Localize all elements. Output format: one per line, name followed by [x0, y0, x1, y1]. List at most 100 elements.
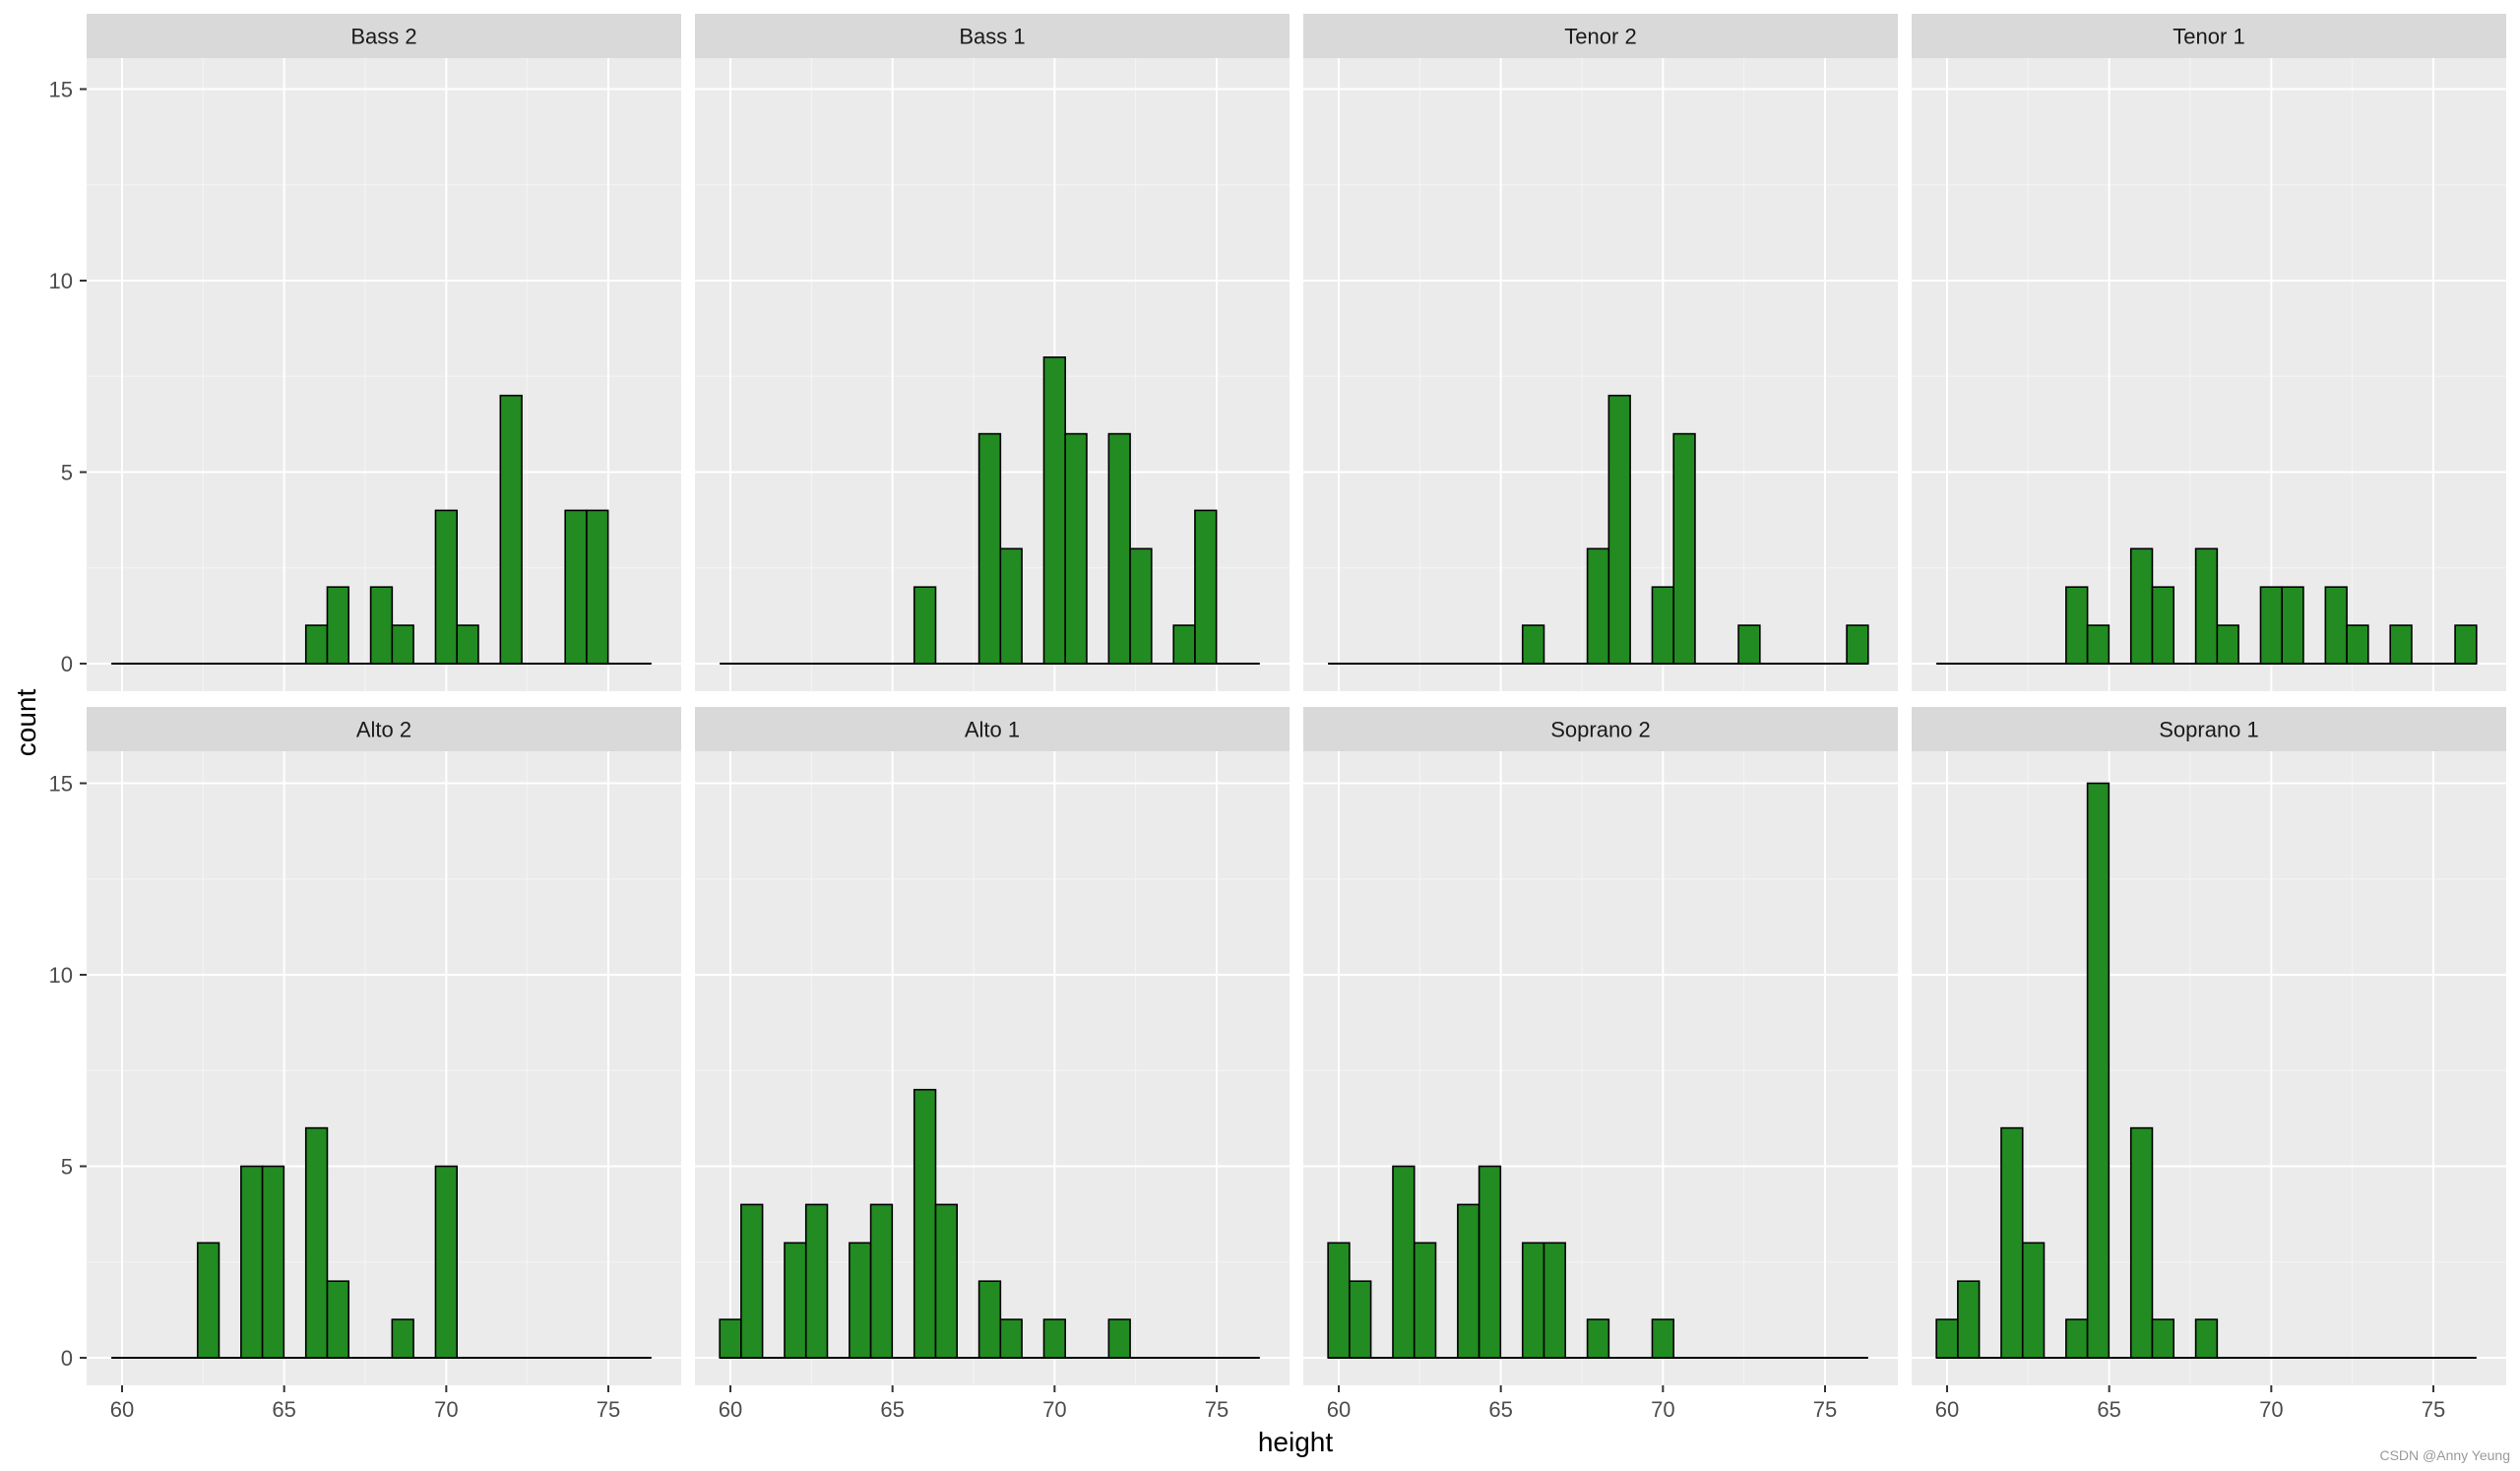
histogram-bar — [1521, 1242, 1545, 1359]
histogram-bar — [369, 586, 394, 665]
histogram-bar — [304, 1126, 329, 1359]
histogram-bar — [2259, 586, 2284, 665]
histogram-bar — [2194, 547, 2219, 665]
histogram-bar — [261, 1165, 285, 1359]
x-tick-label: 75 — [597, 1397, 620, 1422]
histogram-bar — [326, 1280, 350, 1359]
watermark: CSDN @Anny Yeung — [2379, 1447, 2510, 1463]
x-tick-label: 60 — [1935, 1397, 1959, 1422]
facet-panel-bass-2: Bass 2 0 5 10 15 — [49, 14, 681, 691]
facet-strip-title: Tenor 2 — [1564, 25, 1636, 49]
panel-background — [87, 751, 681, 1385]
histogram-bar — [326, 586, 350, 665]
histogram-bar — [2065, 1318, 2089, 1359]
histogram-bar — [2021, 1242, 2046, 1359]
histogram-bar — [869, 1203, 894, 1359]
x-tick-label: 75 — [1205, 1397, 1228, 1422]
histogram-bar — [1172, 624, 1196, 665]
histogram-bar — [2346, 624, 2369, 665]
histogram-bar — [913, 586, 937, 665]
x-tick-label: 60 — [719, 1397, 742, 1422]
histogram-bar — [2389, 624, 2413, 665]
histogram-bar — [1042, 355, 1067, 665]
histogram-bar — [2000, 1126, 2024, 1359]
histogram-bar — [740, 1203, 764, 1359]
histogram-bar — [1194, 509, 1218, 665]
histogram-bar — [2216, 624, 2239, 665]
x-tick-label: 70 — [1042, 1397, 1066, 1422]
y-tick-label: 5 — [61, 1155, 73, 1180]
facet-strip-title: Bass 1 — [959, 25, 1025, 49]
y-tick-label: 10 — [49, 963, 73, 988]
facet-strip — [87, 707, 681, 751]
histogram-bar — [1607, 394, 1631, 665]
histogram-bar — [391, 1318, 414, 1359]
histogram-bar — [719, 1318, 742, 1359]
histogram-bar — [2086, 782, 2110, 1359]
histogram-bar — [2151, 1318, 2175, 1359]
histogram-bar — [1107, 432, 1131, 665]
histogram-bar — [1846, 624, 1869, 665]
histogram-bar — [1651, 1318, 1675, 1359]
x-tick-label: 70 — [434, 1397, 458, 1422]
histogram-bar — [1478, 1165, 1502, 1359]
facet-panel-soprano-1: Soprano 1 60 65 70 75 — [1912, 707, 2506, 1422]
facet-strip — [695, 14, 1290, 58]
histogram-bar — [1651, 586, 1675, 665]
histogram-bar — [913, 1088, 937, 1359]
facet-strip — [1912, 14, 2506, 58]
histogram-bar — [1935, 1318, 1959, 1359]
histogram-bar — [1327, 1242, 1351, 1359]
y-axis-title: count — [11, 689, 41, 757]
facet-strip-title: Bass 2 — [350, 25, 416, 49]
y-tick-label: 15 — [49, 78, 73, 102]
histogram-bar — [434, 1165, 459, 1359]
histogram-bar — [2281, 586, 2304, 665]
histogram-bar — [1064, 432, 1088, 665]
facet-strip — [695, 707, 1290, 751]
histogram-bar — [1107, 1318, 1131, 1359]
histogram-bar — [1129, 547, 1153, 665]
facet-strip-title: Alto 2 — [356, 718, 411, 742]
histogram-bar — [564, 509, 588, 665]
histogram-bar — [2194, 1318, 2219, 1359]
histogram-bar — [456, 624, 479, 665]
histogram-bar — [2065, 586, 2089, 665]
x-tick-label: 65 — [1488, 1397, 1512, 1422]
x-tick-label: 75 — [1813, 1397, 1837, 1422]
facet-panel-alto-2: Alto 2 0 5 10 15 60 65 70 75 — [49, 707, 681, 1422]
y-tick-label: 10 — [49, 269, 73, 293]
histogram-bar — [934, 1203, 959, 1359]
histogram-bar — [2454, 624, 2478, 665]
y-tick-label: 0 — [61, 1346, 73, 1371]
histogram-bar — [977, 432, 1002, 665]
x-tick-label: 75 — [2422, 1397, 2445, 1422]
x-tick-label: 65 — [2097, 1397, 2120, 1422]
x-tick-label: 65 — [272, 1397, 295, 1422]
histogram-bar — [999, 1318, 1023, 1359]
y-tick-label: 5 — [61, 461, 73, 485]
histogram-bar — [1672, 432, 1696, 665]
facet-panel-bass-1: Bass 1 — [695, 14, 1290, 691]
facet-strip-title: Tenor 1 — [2173, 25, 2244, 49]
histogram-bar — [804, 1203, 829, 1359]
x-tick-label: 60 — [110, 1397, 134, 1422]
facet-panel-tenor-2: Tenor 2 — [1303, 14, 1898, 691]
facet-strip-title: Soprano 1 — [2159, 718, 2259, 742]
histogram-bar — [1349, 1280, 1372, 1359]
histogram-bar — [391, 624, 414, 665]
histogram-bar — [2129, 1126, 2154, 1359]
x-tick-label: 70 — [1651, 1397, 1674, 1422]
histogram-bar — [586, 509, 609, 665]
histogram-bar — [434, 509, 459, 665]
histogram-bar — [499, 394, 523, 665]
facet-strip-title: Soprano 2 — [1550, 718, 1651, 742]
facet-panel-soprano-2: Soprano 2 60 65 70 75 — [1303, 707, 1898, 1422]
x-tick-label: 70 — [2259, 1397, 2283, 1422]
histogram-bar — [849, 1242, 872, 1359]
facet-panel-alto-1: Alto 1 60 65 70 75 — [695, 707, 1290, 1422]
histogram-bar — [977, 1280, 1002, 1359]
histogram-bar — [1521, 624, 1545, 665]
facet-strip — [87, 14, 681, 58]
